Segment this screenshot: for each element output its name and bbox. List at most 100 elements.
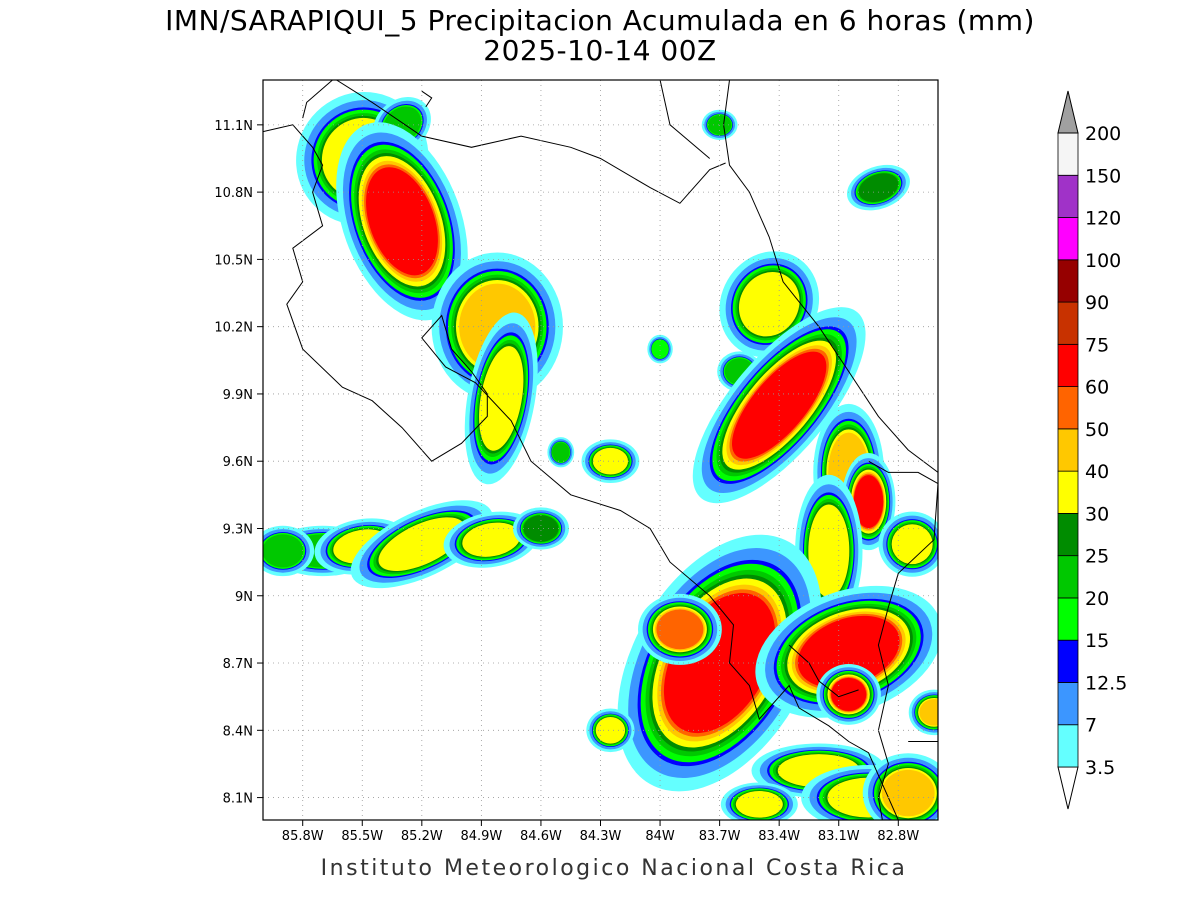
- precip-cell: [512, 507, 569, 550]
- colorbar-label: 75: [1085, 334, 1109, 356]
- coastline: [788, 644, 859, 698]
- colorbar-label: 50: [1085, 419, 1109, 441]
- precip-contour-40: [881, 769, 935, 817]
- lon-tick-label: 83.4W: [758, 829, 800, 844]
- lat-tick-label: 10.5N: [214, 253, 253, 268]
- lat-tick-label: 8.1N: [223, 792, 253, 807]
- colorbar-swatch: [1057, 470, 1079, 514]
- lat-tick-label: 10.8N: [214, 186, 253, 201]
- precip-contour-15: [651, 339, 669, 359]
- colorbar-label: 20: [1085, 588, 1109, 610]
- colorbar-label: 7: [1085, 715, 1097, 737]
- colorbar-label: 60: [1085, 377, 1109, 399]
- precip-contour-60: [853, 475, 884, 529]
- precip-cell: [336, 122, 468, 321]
- colorbar-swatch: [1057, 639, 1079, 683]
- colorbar-label: 3.5: [1085, 757, 1115, 779]
- precip-cell: [464, 312, 538, 485]
- precip-cell: [617, 534, 822, 792]
- precip-cell: [720, 782, 798, 820]
- coastline: [659, 80, 711, 159]
- lat-tick-label: 9.6N: [223, 455, 253, 470]
- lat-tick-label: 9.9N: [223, 388, 253, 403]
- coastline: [868, 460, 938, 820]
- colorbar-label: 100: [1085, 250, 1121, 272]
- lon-tick-label: 84W: [645, 829, 675, 844]
- precip-cell: [908, 689, 938, 736]
- map-subtitle: 2025-10-14 00Z: [483, 34, 717, 67]
- colorbar-swatch: [1057, 132, 1079, 176]
- precip-cell: [719, 251, 820, 358]
- lat-tick-label: 8.4N: [223, 724, 253, 739]
- lat-tick-label: 10.2N: [214, 321, 253, 336]
- colorbar-high-arrow: [1057, 90, 1079, 134]
- coastline: [723, 80, 938, 473]
- colorbar-swatch: [1057, 301, 1079, 345]
- longitude-axis: 85.8W 85.5W 85.2W 84.9W 84.6W 84.3W 84W 83.7W 83…: [282, 820, 919, 844]
- lat-tick-label: 11.1N: [214, 119, 253, 134]
- lon-tick-label: 84.3W: [580, 829, 622, 844]
- lat-lon-grid: [263, 80, 938, 820]
- precip-cell: [581, 439, 640, 484]
- precip-contour-20: [263, 534, 304, 568]
- colorbar-label: 30: [1085, 503, 1109, 525]
- precip-cell: [586, 708, 635, 753]
- colorbar-label: 150: [1085, 165, 1121, 187]
- precip-contour-30: [462, 522, 521, 557]
- coastline: [336, 80, 726, 204]
- precip-contour-30: [735, 791, 783, 818]
- coastline-borders: [263, 80, 938, 820]
- coastline: [421, 90, 433, 108]
- precip-contour-20: [707, 114, 732, 135]
- lon-tick-label: 83.7W: [699, 829, 741, 844]
- colorbar-swatch: [1057, 174, 1079, 218]
- colorbar-label: 15: [1085, 630, 1109, 652]
- precip-cell: [816, 664, 881, 725]
- colorbar-swatch: [1057, 428, 1079, 472]
- colorbar-swatch: [1057, 259, 1079, 303]
- precip-contour-30: [378, 517, 466, 571]
- precip-contour-25: [523, 515, 559, 542]
- map-title: IMN/SARAPIQUI_5 Precipitacion Acumulada …: [165, 4, 1035, 37]
- precip-cell: [263, 525, 315, 577]
- lon-tick-label: 85.8W: [282, 829, 324, 844]
- precip-contour-30: [808, 504, 850, 598]
- precip-contour-40: [919, 699, 938, 726]
- precip-cell: [350, 500, 493, 589]
- lon-tick-label: 85.5W: [341, 829, 383, 844]
- lon-tick-label: 84.6W: [520, 829, 562, 844]
- colorbar-swatch: [1057, 343, 1079, 388]
- colorbar-label: 40: [1085, 461, 1109, 483]
- coastline: [302, 80, 333, 119]
- colorbar-label: 25: [1085, 546, 1109, 568]
- colorbar-swatch: [1057, 386, 1079, 430]
- lon-tick-label: 84.9W: [460, 829, 502, 844]
- precip-contour-30: [592, 447, 629, 475]
- precip-contour-60: [797, 615, 900, 688]
- colorbar-swatch: [1057, 597, 1079, 641]
- precip-cell: [547, 437, 575, 468]
- precip-cell: [862, 753, 938, 820]
- colorbar-low-arrow: [1057, 766, 1079, 810]
- precip-contour-30: [891, 524, 933, 565]
- precip-contour-30: [479, 346, 524, 451]
- colorbar-label: 120: [1085, 208, 1121, 230]
- colorbar-legend: 3.5 7 12.5 15 20 25 30 40 50 60 75 90 100 120 150 200: [1057, 90, 1127, 810]
- precip-contour-25: [858, 173, 899, 202]
- lat-tick-label: 8.7N: [223, 657, 253, 672]
- footer-credit: Instituto Meteorologico Nacional Costa R…: [320, 856, 908, 881]
- precip-contour-20: [551, 442, 570, 463]
- coastline: [263, 124, 899, 820]
- colorbar-swatch: [1057, 217, 1079, 261]
- precip-cell: [878, 511, 938, 577]
- latitude-axis: 11.1N 10.8N 10.5N 10.2N 9.9N 9.6N 9.3N 9N 8.7N 8.…: [214, 119, 263, 807]
- lat-tick-label: 9.3N: [223, 522, 253, 537]
- lon-tick-label: 83.1W: [818, 829, 860, 844]
- colorbar-swatch: [1057, 513, 1079, 557]
- colorbar-swatch: [1057, 682, 1079, 726]
- colorbar-label: 200: [1085, 123, 1121, 145]
- precip-contour-30: [738, 272, 800, 337]
- precip-cell: [638, 593, 722, 665]
- precip-contour-60: [831, 677, 867, 712]
